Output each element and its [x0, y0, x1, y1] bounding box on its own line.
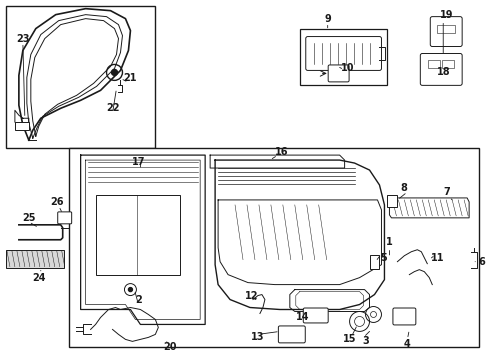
Bar: [299, 28, 386, 85]
Bar: [95, 195, 180, 275]
FancyBboxPatch shape: [278, 326, 305, 343]
Bar: [6, 250, 63, 268]
FancyBboxPatch shape: [327, 65, 348, 82]
FancyBboxPatch shape: [420, 54, 461, 85]
Text: 25: 25: [22, 213, 36, 223]
Text: 7: 7: [443, 187, 449, 197]
Bar: [386, 195, 397, 207]
Text: 4: 4: [403, 339, 410, 349]
Bar: [68, 148, 478, 347]
Text: 15: 15: [342, 334, 356, 345]
FancyBboxPatch shape: [392, 308, 415, 325]
Text: 17: 17: [131, 157, 145, 167]
Bar: [369, 255, 379, 269]
Text: 5: 5: [379, 253, 386, 263]
Text: 13: 13: [251, 332, 264, 342]
Text: 18: 18: [437, 67, 450, 77]
Text: 16: 16: [275, 147, 288, 157]
FancyBboxPatch shape: [429, 17, 461, 46]
Bar: [441, 60, 453, 68]
Text: 19: 19: [439, 10, 452, 20]
Bar: [436, 24, 454, 32]
Text: 22: 22: [105, 103, 119, 113]
Bar: [427, 60, 439, 68]
Text: 23: 23: [16, 33, 30, 44]
Text: 20: 20: [163, 342, 177, 352]
FancyBboxPatch shape: [303, 308, 327, 323]
Circle shape: [111, 69, 117, 75]
Text: 11: 11: [429, 253, 443, 263]
Text: 14: 14: [295, 312, 309, 323]
FancyBboxPatch shape: [58, 212, 72, 224]
Text: 21: 21: [123, 73, 137, 84]
Text: 8: 8: [399, 183, 406, 193]
Text: 9: 9: [324, 14, 330, 24]
Text: 2: 2: [135, 294, 142, 305]
Text: 1: 1: [385, 237, 392, 247]
Text: 24: 24: [32, 273, 45, 283]
Circle shape: [128, 288, 132, 292]
Text: 12: 12: [244, 291, 258, 301]
Text: 10: 10: [340, 63, 354, 73]
Bar: [6, 6, 155, 148]
Text: 3: 3: [362, 336, 368, 346]
Text: 26: 26: [50, 197, 63, 207]
Text: 6: 6: [478, 257, 485, 267]
FancyBboxPatch shape: [305, 37, 381, 71]
Bar: [15, 122, 29, 130]
